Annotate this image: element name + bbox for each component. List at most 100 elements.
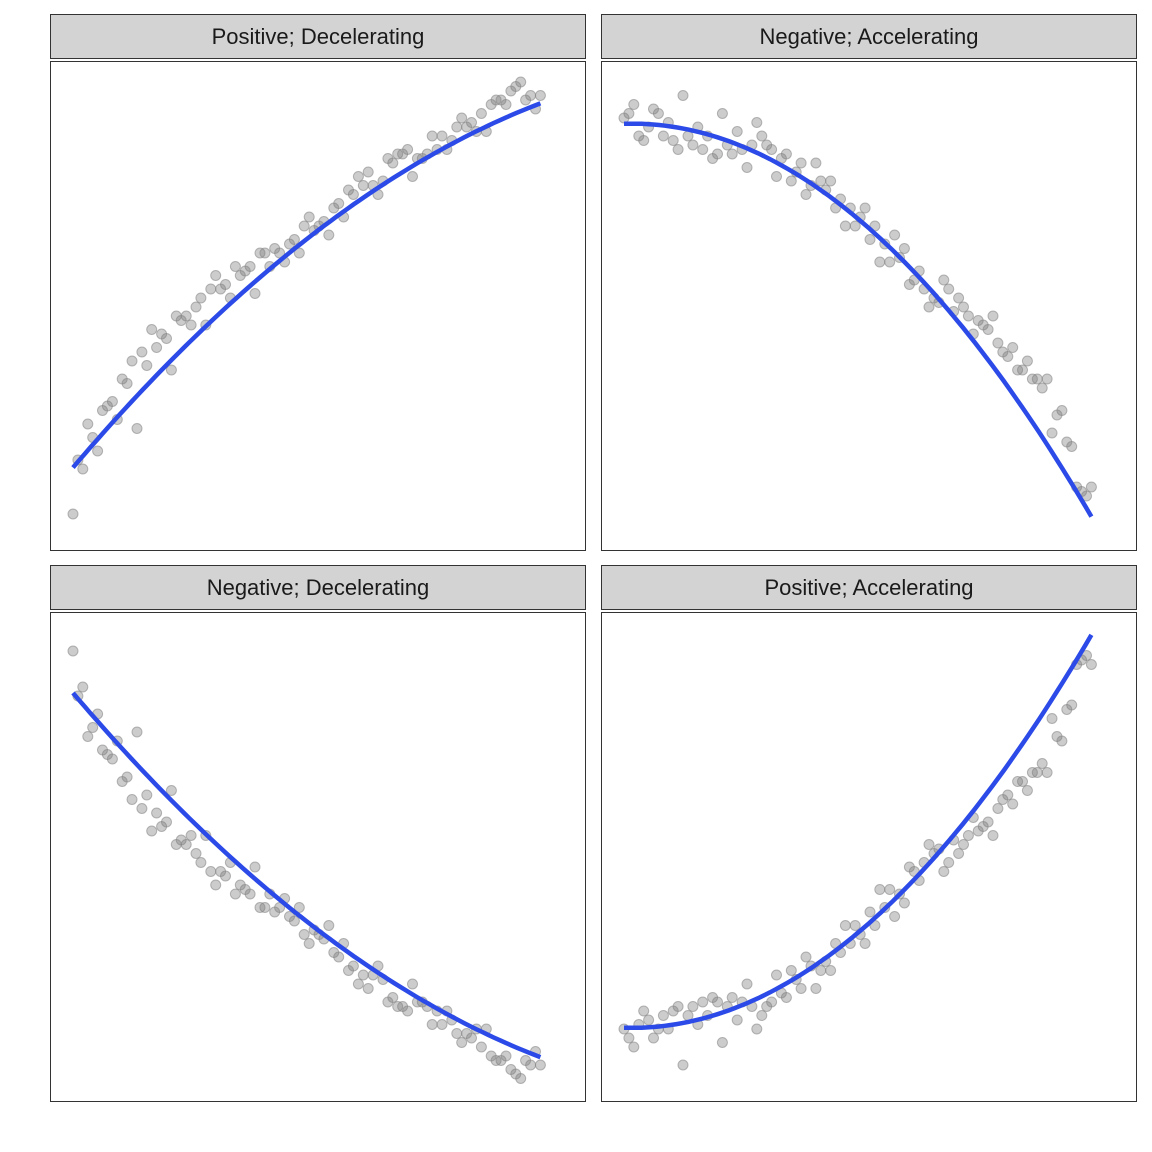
data-point [1056,405,1068,416]
data-point [751,117,763,128]
data-point [672,1001,684,1012]
data-point [874,884,886,895]
data-point [889,911,901,922]
data-point [697,144,709,155]
data-point [141,360,153,371]
data-point [1085,481,1097,493]
data-point [825,965,837,976]
data-point [923,301,935,313]
data-point [667,135,679,146]
data-point [131,726,143,738]
data-point [515,76,527,88]
data-point [780,992,792,1003]
data-point [943,857,955,868]
data-point [303,211,315,223]
data-point [190,848,202,859]
data-point [288,234,300,245]
data-point [982,816,994,828]
data-point [67,645,79,657]
data-point [121,771,133,783]
data-point [623,1032,635,1044]
data-point [1017,776,1028,787]
data-point [106,753,118,765]
data-point [628,1041,640,1053]
data-point [67,508,79,520]
data-point [1002,789,1014,801]
data-point [815,175,827,187]
plot-area [50,61,586,551]
data-point [751,1023,763,1035]
data-point [1031,373,1043,385]
data-point [136,346,148,358]
facet-title: Negative; Accelerating [759,23,979,49]
data-point [800,951,812,963]
fit-line [71,101,542,470]
data-point [288,915,300,927]
data-point [697,996,709,1008]
data-point [766,996,778,1008]
data-point [938,866,950,877]
data-point [387,992,399,1003]
data-point [347,960,359,972]
data-point [898,897,910,909]
data-point [766,144,778,155]
data-point [180,839,192,850]
data-point [436,130,448,142]
data-point [1007,798,1019,810]
data-point [712,148,723,160]
data-point [466,117,477,128]
data-point [726,992,738,1003]
data-point [77,463,89,475]
data-point [146,825,158,837]
data-point [652,108,664,119]
data-point [357,180,369,191]
data-point [657,130,669,142]
data-point [785,175,797,187]
data-point [426,130,438,142]
data-point [229,261,241,272]
data-point [1085,659,1097,670]
data-point [756,1010,768,1021]
data-point [323,229,335,241]
data-point [357,969,369,981]
data-point [220,279,231,290]
data-point [623,108,635,119]
data-point [352,978,364,990]
data-point [825,175,837,187]
data-point [987,310,999,322]
data-point [195,292,207,304]
data-point [687,139,699,151]
data-point [466,1032,477,1044]
data-point [362,983,374,994]
data-point [726,148,738,160]
data-point [987,830,999,841]
data-point [244,888,256,900]
data-point [657,1010,669,1021]
data-point [249,861,261,873]
data-point [731,126,743,137]
data-point [800,189,812,200]
data-point [146,324,158,335]
data-point [672,144,684,155]
plot-area [601,612,1137,1102]
data-point [185,319,197,331]
data-point [195,857,207,868]
data-point [456,1037,468,1048]
data-point [82,418,94,430]
facet-panel: Positive; Decelerating [50,14,586,551]
data-point [810,157,822,169]
facet-strip: Negative; Accelerating [601,14,1137,59]
data-point [884,256,896,268]
data-point [982,324,994,335]
data-point [810,983,822,994]
data-point [515,1073,527,1084]
data-point [638,1005,650,1017]
data-point [407,171,418,182]
data-point [1046,713,1058,724]
data-point [525,1059,537,1071]
data-point [185,830,197,841]
data-point [205,283,217,295]
data-point [323,920,335,931]
data-point [1066,699,1078,711]
data-point [771,171,782,182]
